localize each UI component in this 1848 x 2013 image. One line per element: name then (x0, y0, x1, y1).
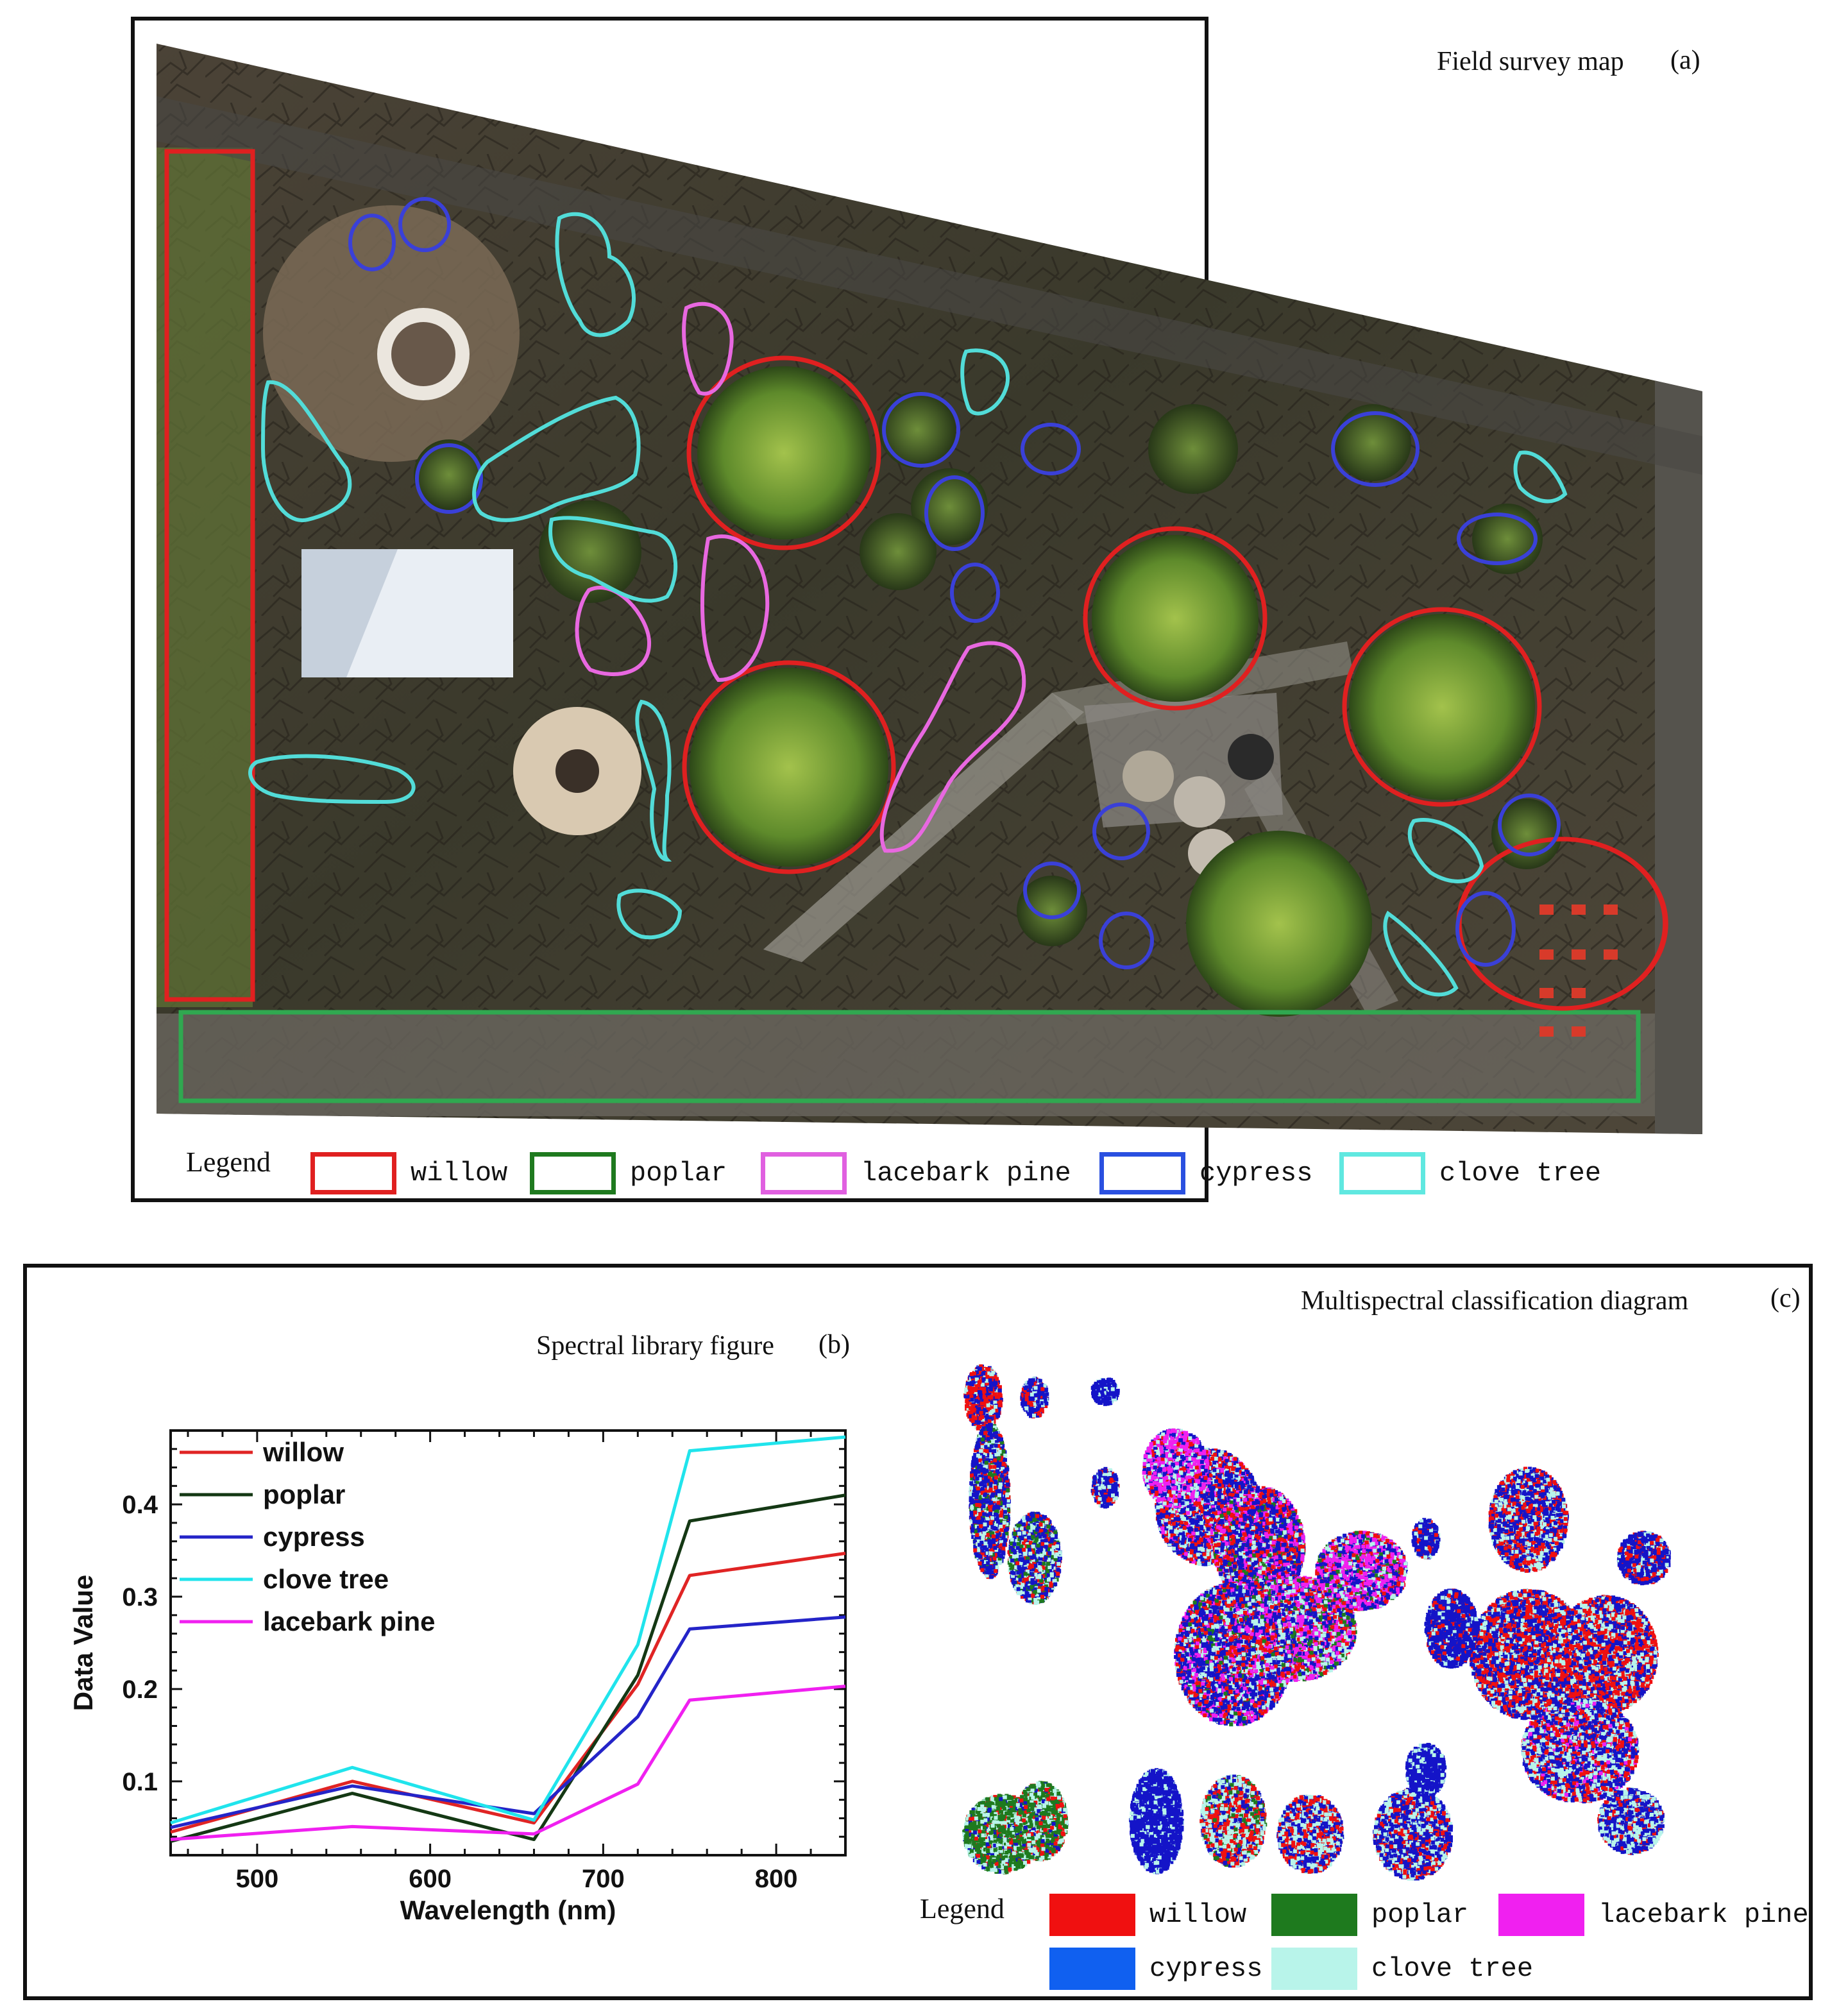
chart-legend: willow poplar cypress clove tree lacebark pi… (180, 1437, 435, 1636)
classified-cluster (1522, 1698, 1640, 1803)
legend-swatch (1049, 1894, 1135, 1936)
legend-label: lacebark pine (1598, 1899, 1809, 1930)
field-survey-map-image (0, 0, 1848, 1206)
x-axis-label: Wavelength (nm) (400, 1895, 616, 1925)
y-tick-label: 0.1 (122, 1768, 158, 1796)
x-tick-label: 800 (755, 1865, 798, 1893)
legend-label: cypress (1200, 1158, 1312, 1189)
classified-cluster (1008, 1512, 1062, 1605)
panel-c-legend-poplar: poplar (1271, 1894, 1468, 1936)
legend-swatch (1049, 1948, 1135, 1990)
panel-c-legend-clove-tree: clove tree (1271, 1948, 1533, 1990)
classified-cluster (1405, 1743, 1447, 1797)
panel-c-legend-lacebark-pine: lacebark pine (1498, 1894, 1809, 1936)
y-tick-label: 0.2 (122, 1676, 158, 1704)
classified-cluster (1617, 1531, 1671, 1585)
legend-entry: willow (262, 1437, 344, 1467)
classified-cluster (1091, 1378, 1120, 1406)
legend-entry: poplar (263, 1479, 345, 1509)
legend-swatch (1271, 1894, 1357, 1936)
panel-a-legend-poplar: poplar (530, 1152, 727, 1194)
legend-label: willow (411, 1158, 507, 1189)
panel-c-legend-cypress: cypress (1049, 1948, 1262, 1990)
legend-entry: cypress (263, 1522, 365, 1552)
classified-cluster (1020, 1377, 1049, 1418)
legend-label: cypress (1149, 1953, 1262, 1984)
y-axis-label: Data Value (68, 1575, 98, 1711)
legend-swatch (1271, 1948, 1357, 1990)
panel-a-legend-clove-tree: clove tree (1339, 1152, 1601, 1194)
y-tick-label: 0.4 (122, 1491, 158, 1519)
panel-b-label: (b) (818, 1329, 850, 1360)
panel-a-legend-lacebark-pine: lacebark pine (761, 1152, 1071, 1194)
y-tick-label: 0.3 (122, 1583, 158, 1611)
classified-cluster (969, 1423, 1011, 1579)
panel-a-title: Field survey map (1437, 46, 1624, 77)
legend-label: willow (1149, 1899, 1246, 1930)
legend-label: clove tree (1439, 1158, 1601, 1189)
spectral-library-chart: 500 600 700 800 0.1 0.2 0.3 0.4 willow poplar cyp… (64, 1411, 898, 1950)
legend-swatch (761, 1152, 847, 1194)
panel-c-legend-title: Legend (920, 1892, 1005, 1925)
classified-cluster (1142, 1429, 1210, 1509)
legend-swatch (1099, 1152, 1185, 1194)
series-line-cypress (171, 1617, 845, 1828)
classified-cluster (1276, 1795, 1344, 1874)
classified-cluster (1129, 1768, 1184, 1874)
classified-cluster (1200, 1774, 1267, 1867)
legend-label: poplar (630, 1158, 727, 1189)
classified-cluster (1373, 1788, 1453, 1881)
panel-a-label: (a) (1670, 45, 1700, 76)
legend-label: poplar (1371, 1899, 1468, 1930)
panel-a-legend-title: Legend (186, 1146, 271, 1178)
classified-cluster (1091, 1467, 1120, 1509)
legend-label: lacebark pine (861, 1158, 1071, 1189)
classified-cluster (1489, 1467, 1569, 1573)
classified-cluster (1597, 1787, 1665, 1855)
legend-swatch (1498, 1894, 1584, 1936)
panel-c-legend-willow: willow (1049, 1894, 1246, 1936)
classified-cluster (1315, 1531, 1408, 1611)
x-tick-label: 700 (582, 1865, 625, 1893)
x-tick-label: 500 (235, 1865, 278, 1893)
panel-b-title: Spectral library figure (536, 1330, 774, 1361)
classified-cluster (963, 1364, 1003, 1431)
classified-cluster (1411, 1518, 1440, 1559)
panel-a-legend-willow: willow (310, 1152, 507, 1194)
legend-swatch (310, 1152, 396, 1194)
panel-c-title: Multispectral classification diagram (1301, 1286, 1688, 1316)
x-tick-label: 600 (409, 1865, 452, 1893)
legend-entry: lacebark pine (263, 1606, 435, 1636)
chart-ticks: 500 600 700 800 0.1 0.2 0.3 0.4 (122, 1431, 845, 1893)
legend-swatch (530, 1152, 616, 1194)
legend-label: clove tree (1371, 1953, 1533, 1984)
series-line-willow (171, 1553, 845, 1832)
panel-c-label: (c) (1770, 1283, 1801, 1314)
multispectral-classification-map (962, 1357, 1758, 1883)
legend-entry: clove tree (263, 1564, 389, 1594)
legend-swatch (1339, 1152, 1425, 1194)
panel-a-legend-cypress: cypress (1099, 1152, 1312, 1194)
